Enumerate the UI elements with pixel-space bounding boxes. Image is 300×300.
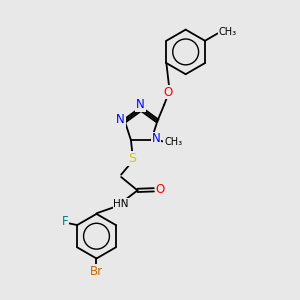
Text: O: O bbox=[156, 183, 165, 196]
Text: CH₃: CH₃ bbox=[164, 137, 182, 147]
Text: S: S bbox=[128, 152, 136, 165]
Text: N: N bbox=[116, 113, 125, 126]
Text: F: F bbox=[61, 215, 68, 228]
Text: Br: Br bbox=[90, 266, 103, 278]
Text: CH₃: CH₃ bbox=[218, 27, 236, 37]
Text: N: N bbox=[152, 133, 160, 146]
Text: HN: HN bbox=[113, 199, 129, 209]
Text: N: N bbox=[136, 98, 145, 111]
Text: O: O bbox=[163, 85, 172, 98]
